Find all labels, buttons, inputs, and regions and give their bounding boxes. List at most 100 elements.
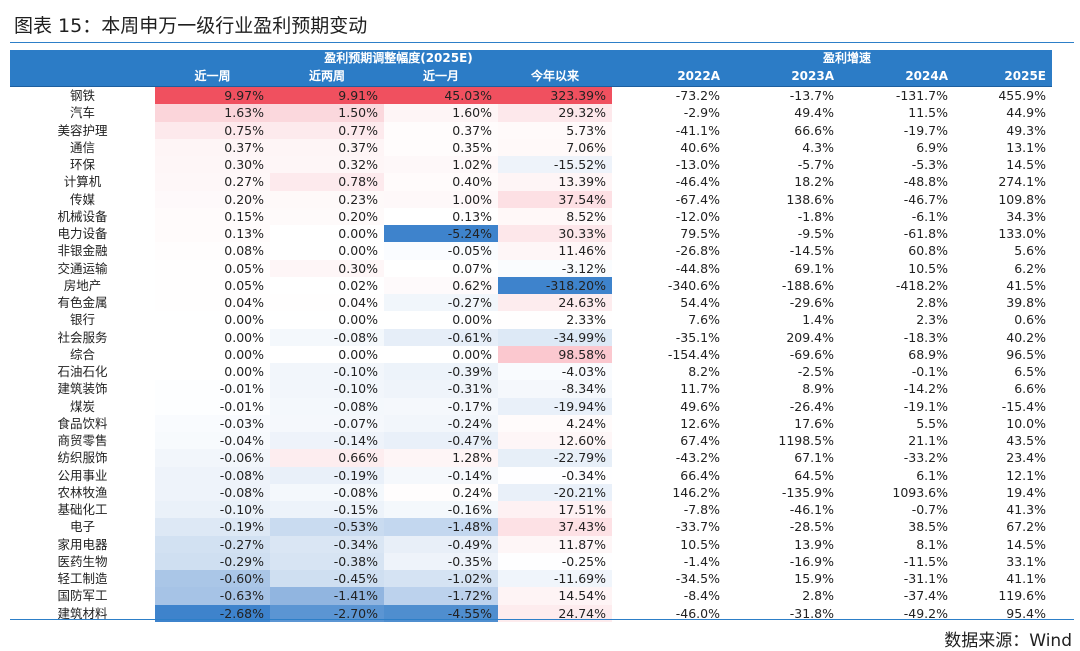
cell-1m: 1.28% <box>384 449 498 467</box>
group-header-revision: 盈利预期调整幅度(2025E) <box>324 51 473 65</box>
cell-1m: -0.17% <box>384 397 498 415</box>
cell-2024a: -19.7% <box>903 122 948 138</box>
industry-name: 钢铁 <box>69 88 95 103</box>
cell-ytd: 24.74% <box>498 604 612 622</box>
cell-2022a: -43.2% <box>675 450 720 466</box>
cell-2024a: -0.1% <box>911 364 948 379</box>
cell-2022a: -2.9% <box>683 105 720 121</box>
cell-1w: 1.63% <box>155 104 270 122</box>
cell-2025e: 14.5% <box>1006 157 1046 172</box>
cell-2024a: 38.5% <box>908 519 948 535</box>
cell-2025e: 67.2% <box>1006 519 1046 535</box>
cell-ytd: 11.87% <box>498 535 612 553</box>
cell-1w: -2.68% <box>155 604 270 622</box>
cell-2024a: -0.7% <box>911 502 948 517</box>
cell-2023a: -188.6% <box>781 277 834 293</box>
table-row: 非银金融 0.08% 0.00% -0.05% 11.46% -26.8% -14.5% 60… <box>10 242 1052 260</box>
table-row: 石油石化 0.00% -0.10% -0.39% -4.03% 8.2% -2.5% -0.1… <box>10 363 1052 381</box>
cell-2w: -0.08% <box>270 483 384 501</box>
cell-1w: -0.10% <box>155 501 270 519</box>
cell-2023a: 64.5% <box>794 467 834 483</box>
column-header-1m: 近一月 <box>422 69 459 83</box>
industry-name: 商贸零售 <box>57 433 108 448</box>
cell-1m: 0.40% <box>384 173 498 191</box>
cell-1m: -0.47% <box>384 432 498 450</box>
cell-2024a: -61.8% <box>903 226 948 241</box>
table-row: 国防军工 -0.63% -1.41% -1.72% 14.54% -8.4% 2.8% -37… <box>10 587 1052 605</box>
cell-ytd: -20.21% <box>498 483 612 501</box>
column-header-2024a: 2024A <box>905 69 948 83</box>
industry-name: 建筑材料 <box>57 605 108 621</box>
cell-2w: -0.34% <box>270 535 384 553</box>
cell-1m: -4.55% <box>384 604 498 622</box>
table-row: 通信 0.37% 0.37% 0.35% 7.06% 40.6% 4.3% 6.9% 13.1% <box>10 138 1052 156</box>
cell-2023a: 17.6% <box>794 415 834 431</box>
cell-1w: 0.13% <box>155 225 270 243</box>
industry-name: 建筑装饰 <box>57 381 108 397</box>
cell-ytd: 4.24% <box>498 414 612 432</box>
cell-ytd: -8.34% <box>498 380 612 398</box>
cell-2w: 0.04% <box>270 294 384 312</box>
industry-name: 交通运输 <box>57 260 108 276</box>
column-header-2025e: 2025E <box>1004 69 1046 83</box>
cell-ytd: -11.69% <box>498 570 612 588</box>
cell-1m: 0.07% <box>384 259 498 277</box>
cell-2025e: 274.1% <box>998 174 1046 190</box>
cell-1w: -0.63% <box>155 587 270 605</box>
table-row: 社会服务 0.00% -0.08% -0.61% -34.99% -35.1% 209.4%… <box>10 328 1052 346</box>
cell-2022a: -340.6% <box>667 277 720 293</box>
cell-1m: -0.14% <box>384 466 498 484</box>
cell-1w: -0.60% <box>155 570 270 588</box>
cell-1w: 0.27% <box>155 173 270 191</box>
cell-2024a: 10.5% <box>908 260 948 276</box>
cell-1w: -0.08% <box>155 483 270 501</box>
cell-2022a: 7.6% <box>688 312 720 328</box>
cell-1m: -1.72% <box>384 587 498 605</box>
cell-1m: -0.16% <box>384 501 498 519</box>
cell-2022a: -1.4% <box>683 553 720 569</box>
cell-2025e: 41.5% <box>1006 277 1046 293</box>
cell-2022a: 11.7% <box>680 381 720 397</box>
industry-name: 有色金属 <box>57 295 108 310</box>
cell-2024a: 21.1% <box>908 433 948 448</box>
cell-ytd: 98.58% <box>498 345 612 363</box>
cell-2025e: 43.5% <box>1006 433 1046 448</box>
cell-1m: -0.27% <box>384 294 498 312</box>
cell-2w: 0.00% <box>270 345 384 363</box>
cell-ytd: 30.33% <box>498 225 612 243</box>
cell-2025e: 6.5% <box>1014 364 1046 379</box>
cell-ytd: 323.39% <box>498 87 612 105</box>
cell-1m: -0.61% <box>384 328 498 346</box>
cell-2023a: 66.6% <box>794 122 834 138</box>
cell-ytd: -3.12% <box>498 259 612 277</box>
cell-1w: -0.27% <box>155 535 270 553</box>
cell-2025e: 455.9% <box>998 88 1046 103</box>
cell-ytd: 13.39% <box>498 173 612 191</box>
cell-2024a: 6.9% <box>916 139 948 155</box>
cell-2023a: 49.4% <box>794 105 834 121</box>
industry-name: 基础化工 <box>57 502 108 517</box>
cell-2w: -0.38% <box>270 552 384 570</box>
cell-1m: 1.00% <box>384 190 498 208</box>
cell-2025e: 41.1% <box>1006 571 1046 586</box>
table-row: 轻工制造 -0.60% -0.45% -1.02% -11.69% -34.5% 15.9%… <box>10 570 1052 588</box>
cell-2023a: 13.9% <box>794 536 834 552</box>
cell-2022a: 10.5% <box>680 536 720 552</box>
industry-name: 轻工制造 <box>57 571 108 586</box>
cell-ytd: 2.33% <box>498 311 612 329</box>
cell-1m: -0.05% <box>384 242 498 260</box>
bottom-divider <box>10 619 1074 620</box>
cell-2w: -0.15% <box>270 501 384 519</box>
cell-2024a: 1093.6% <box>892 484 948 500</box>
cell-2022a: -33.7% <box>675 519 720 535</box>
cell-1w: 0.00% <box>155 363 270 381</box>
cell-1m: 1.60% <box>384 104 498 122</box>
cell-2023a: 2.8% <box>802 588 834 604</box>
cell-2w: -0.45% <box>270 570 384 588</box>
cell-2023a: 1.4% <box>802 312 834 328</box>
cell-2022a: 79.5% <box>680 226 720 241</box>
cell-2024a: 6.1% <box>916 467 948 483</box>
cell-1w: 0.05% <box>155 276 270 294</box>
cell-2024a: -131.7% <box>895 88 948 103</box>
cell-2025e: 33.1% <box>1006 553 1046 569</box>
